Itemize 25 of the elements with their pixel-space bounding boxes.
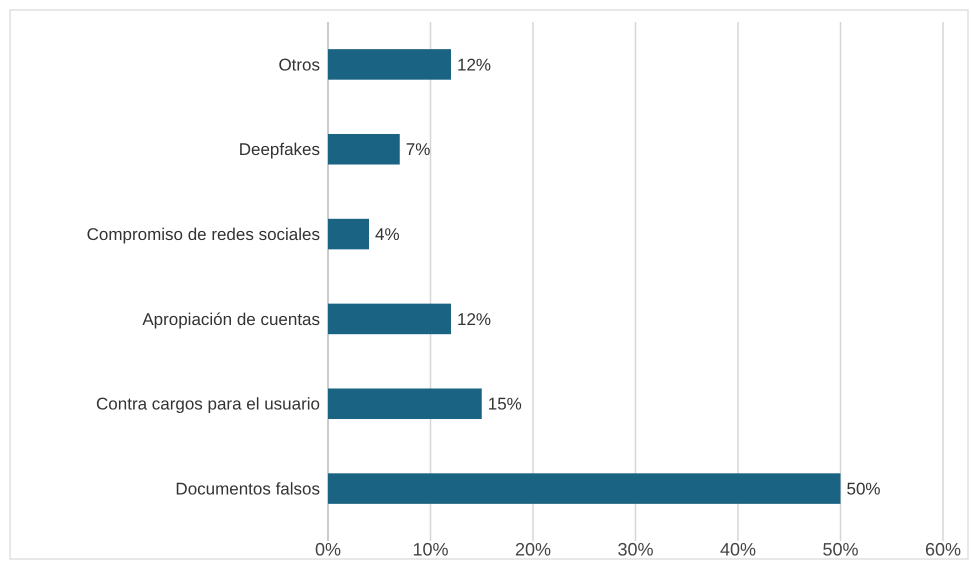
bar — [328, 134, 400, 165]
x-tick-label: 50% — [822, 539, 859, 560]
x-tick-label: 10% — [412, 539, 449, 560]
data-label: 15% — [488, 394, 522, 414]
bar — [328, 388, 482, 420]
data-label: 7% — [406, 140, 430, 160]
y-tick-label: Otros — [278, 55, 320, 74]
y-tick-label: Apropiación de cuentas — [142, 310, 320, 329]
x-tick-label: 20% — [514, 539, 552, 560]
data-label: 12% — [457, 55, 492, 74]
x-tick-label: 60% — [924, 539, 962, 560]
x-tick-label: 40% — [720, 539, 756, 560]
bar — [328, 49, 451, 80]
y-tick-label: Contra cargos para el usuario — [96, 394, 320, 414]
bar — [328, 304, 451, 334]
x-tick-label: 0% — [314, 539, 342, 560]
data-label: 12% — [457, 310, 492, 329]
y-tick-label: Compromiso de redes sociales — [86, 225, 320, 244]
x-tick-label: 30% — [617, 539, 654, 560]
y-tick-label: Deepfakes — [238, 140, 320, 160]
data-label: 50% — [846, 480, 881, 499]
bar — [328, 218, 369, 250]
bar — [328, 473, 840, 504]
data-label: 4% — [375, 225, 400, 244]
y-tick-label: Documentos falsos — [175, 480, 320, 499]
